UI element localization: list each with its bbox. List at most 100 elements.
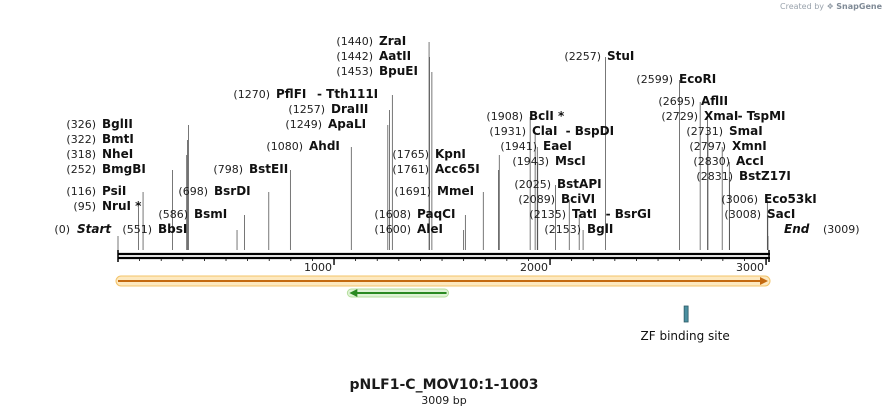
site-position: (1941) [500, 140, 537, 153]
sequence-backbone [117, 250, 770, 262]
site-position: (1908) [486, 110, 523, 123]
site-name: SacI [767, 207, 795, 221]
site-position: (2831) [696, 170, 733, 183]
site-name-secondary: - TspMI [738, 109, 786, 123]
site-name: BglII [102, 117, 133, 131]
site-position: (1440) [336, 35, 373, 48]
end-position: (3009) [823, 223, 860, 236]
site-name: XmaI [704, 109, 738, 123]
site-name: MscI [555, 154, 586, 168]
start-label: Start [77, 222, 112, 236]
site-position: (1080) [266, 140, 303, 153]
zf-binding-site-marker [683, 305, 689, 323]
site-position: (2695) [658, 95, 695, 108]
site-position: (2729) [661, 110, 698, 123]
site-name: NruI * [102, 199, 142, 213]
site-name-secondary: - BspDI [566, 124, 614, 138]
site-name: AleI [417, 222, 443, 236]
site-position: (698) [178, 185, 208, 198]
site-name: BpuEI [379, 64, 418, 78]
site-name: Eco53kI [764, 192, 817, 206]
site-position: (1943) [512, 155, 549, 168]
site-name: BsmI [194, 207, 227, 221]
site-name: Acc65I [435, 162, 480, 176]
site-name: PaqCI [417, 207, 455, 221]
site-position: (116) [66, 185, 96, 198]
site-position: (2025) [514, 178, 551, 191]
site-position: (3006) [721, 193, 758, 206]
site-name: BciVI [561, 192, 595, 206]
site-position: (1453) [336, 65, 373, 78]
site-labels: (95) NruI * (116) PsiI (252) BmgBI (318) NheI (3… [54, 34, 859, 236]
site-position: (1249) [285, 118, 322, 131]
site-position: (322) [66, 133, 96, 146]
site-name: SmaI [729, 124, 763, 138]
site-position: (2257) [564, 50, 601, 63]
site-position: (1270) [233, 88, 270, 101]
site-position: (1257) [288, 103, 325, 116]
site-name: ClaI [532, 124, 557, 138]
site-name: BstZ17I [739, 169, 791, 183]
site-position: (2089) [518, 193, 555, 206]
site-name: ApaLI [328, 117, 366, 131]
site-position: (1765) [392, 148, 429, 161]
site-position: (2830) [693, 155, 730, 168]
site-position: (1931) [489, 125, 526, 138]
site-name: BbsI [158, 222, 187, 236]
site-name: BmgBI [102, 162, 146, 176]
site-position: (1608) [374, 208, 411, 221]
site-position: (1600) [374, 223, 411, 236]
snapgene-logo-icon: ❖ [826, 2, 834, 11]
site-name: ZraI [379, 34, 406, 48]
zf-binding-site-label: ZF binding site [641, 329, 730, 343]
site-name: BmtI [102, 132, 134, 146]
site-name: BclI * [529, 109, 565, 123]
site-position: (252) [66, 163, 96, 176]
site-position: (2135) [529, 208, 566, 221]
site-position: (1761) [392, 163, 429, 176]
credit-brand: SnapGene [836, 2, 882, 11]
site-name: AccI [736, 154, 764, 168]
site-position: (326) [66, 118, 96, 131]
site-name: PsiI [102, 184, 126, 198]
credit-prefix: Created by [780, 2, 825, 11]
site-name: BstAPI [557, 177, 602, 191]
site-position: (2599) [636, 73, 673, 86]
site-name: AatII [379, 49, 411, 63]
site-position: (318) [66, 148, 96, 161]
site-name: AflII [701, 94, 728, 108]
site-name: BglI [587, 222, 613, 236]
site-name: XmnI [732, 139, 767, 153]
site-leader-lines [117, 42, 769, 250]
site-position: (95) [73, 200, 96, 213]
ruler: 1000 2000 3000 [139, 258, 767, 274]
ruler-label: 2000 [520, 261, 548, 274]
ruler-label: 3000 [736, 261, 764, 274]
site-name-secondary: - BsrGI [606, 207, 652, 221]
start-position: (0) [54, 223, 70, 236]
site-name: AhdI [309, 139, 340, 153]
site-position: (551) [122, 223, 152, 236]
site-position: (2153) [544, 223, 581, 236]
site-name: EcoRI [679, 72, 716, 86]
site-name: BstEII [249, 162, 288, 176]
site-name: KpnI [435, 147, 466, 161]
site-position: (586) [158, 208, 188, 221]
green-feature-arrowhead [349, 289, 358, 297]
site-name: EaeI [543, 139, 572, 153]
end-label: End [784, 222, 810, 236]
features: ZF binding site [115, 275, 771, 343]
site-name: StuI [607, 49, 634, 63]
site-position: (1442) [336, 50, 373, 63]
site-name: NheI [102, 147, 133, 161]
site-name: TatI [572, 207, 597, 221]
site-position: (2797) [689, 140, 726, 153]
map-length: 3009 bp [421, 394, 467, 407]
site-name-secondary: - Tth111I [317, 87, 378, 101]
snapgene-credit: Created by ❖ SnapGene [780, 2, 882, 11]
site-name: PflFI [276, 87, 306, 101]
ruler-label: 1000 [304, 261, 332, 274]
site-name: BsrDI [214, 184, 251, 198]
site-position: (2731) [686, 125, 723, 138]
